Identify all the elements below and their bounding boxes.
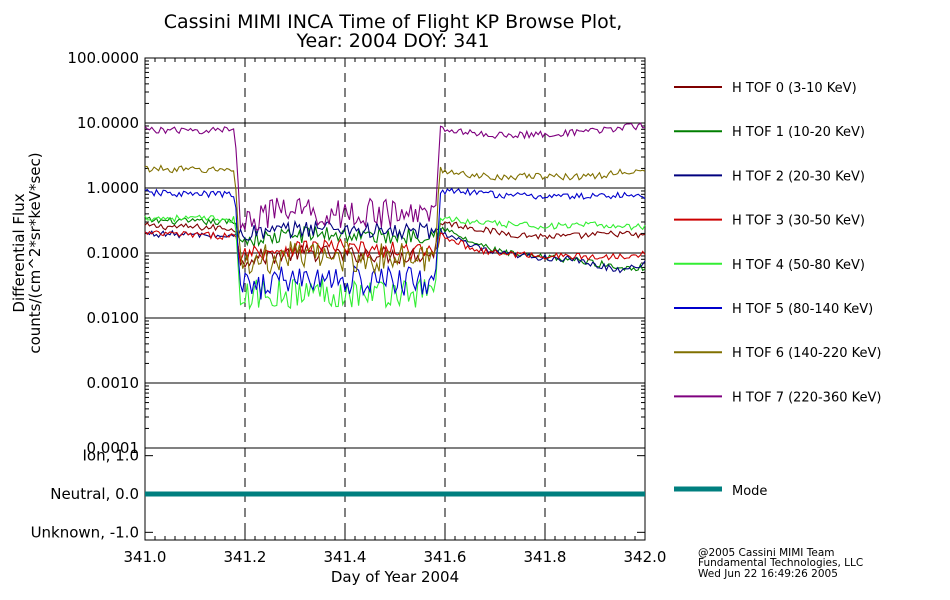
flux-series-line xyxy=(144,221,646,269)
legend-label: H TOF 1 (10-20 KeV) xyxy=(732,125,865,140)
x-tick-label: 341.2 xyxy=(224,548,267,566)
flux-y-tick-label: 10.0000 xyxy=(77,114,139,132)
flux-y-axis-label-line1: Differential Flux xyxy=(10,193,28,312)
credit-line1: @2005 Cassini MIMI Team xyxy=(698,547,835,559)
flux-y-tick-label: 1.0000 xyxy=(87,179,140,197)
mode-y-tick-label: Neutral, 0.0 xyxy=(50,485,139,503)
flux-y-axis-label-line2: counts/(cm^2*sr*keV*sec) xyxy=(26,152,44,353)
x-tick-label: 341.4 xyxy=(324,548,367,566)
x-axis: 341.0 341.2 341.4 341.6 341.8 342.0 xyxy=(124,58,667,566)
flux-series-line xyxy=(144,219,646,274)
flux-series-line xyxy=(144,164,646,275)
flux-y-tick-label: 0.0100 xyxy=(87,309,140,327)
flux-y-tick-label: 0.0010 xyxy=(87,374,140,392)
flux-y-axis: 100.0000 10.0000 1.0000 0.1000 0.0100 0.0010 0… xyxy=(67,49,645,457)
credit-line3: Wed Jun 22 16:49:26 2005 xyxy=(698,568,838,580)
flux-series-lines xyxy=(144,122,646,311)
flux-series-line xyxy=(144,230,646,264)
flux-series-line xyxy=(144,187,646,300)
mode-y-tick-label: Ion, 1.0 xyxy=(83,447,140,465)
legend-label: H TOF 7 (220-360 KeV) xyxy=(732,390,881,405)
chart-title-line1: Cassini MIMI INCA Time of Flight KP Brow… xyxy=(164,11,623,33)
legend-label: H TOF 2 (20-30 KeV) xyxy=(732,169,865,184)
credit-block: @2005 Cassini MIMI Team Fundamental Tech… xyxy=(698,547,863,580)
flux-series-line xyxy=(144,214,646,311)
legend-label: H TOF 3 (30-50 KeV) xyxy=(732,214,865,229)
flux-y-tick-label: 100.0000 xyxy=(67,49,139,67)
x-tick-label: 341.8 xyxy=(524,548,567,566)
legend-label-mode: Mode xyxy=(732,484,767,499)
flux-y-tick-label: 0.1000 xyxy=(87,244,140,262)
legend: H TOF 0 (3-10 KeV) H TOF 1 (10-20 KeV) H T… xyxy=(674,81,881,499)
legend-label: H TOF 4 (50-80 KeV) xyxy=(732,258,865,273)
credit-line2: Fundamental Technologies, LLC xyxy=(698,557,863,569)
x-tick-label: 342.0 xyxy=(624,548,667,566)
x-tick-label: 341.0 xyxy=(124,548,167,566)
mode-y-tick-label: Unknown, -1.0 xyxy=(31,523,139,541)
flux-panel: 100.0000 10.0000 1.0000 0.1000 0.0100 0.0010 0… xyxy=(10,49,646,457)
flux-series-line xyxy=(144,122,646,231)
chart-title-line2: Year: 2004 DOY: 341 xyxy=(295,30,489,52)
x-axis-label: Day of Year 2004 xyxy=(331,568,459,586)
legend-label: H TOF 5 (80-140 KeV) xyxy=(732,302,873,317)
x-tick-label: 341.6 xyxy=(424,548,467,566)
flux-y-tick-label: 0.0001 xyxy=(87,439,140,457)
legend-label: H TOF 0 (3-10 KeV) xyxy=(732,81,857,96)
legend-label: H TOF 6 (140-220 KeV) xyxy=(732,346,881,361)
